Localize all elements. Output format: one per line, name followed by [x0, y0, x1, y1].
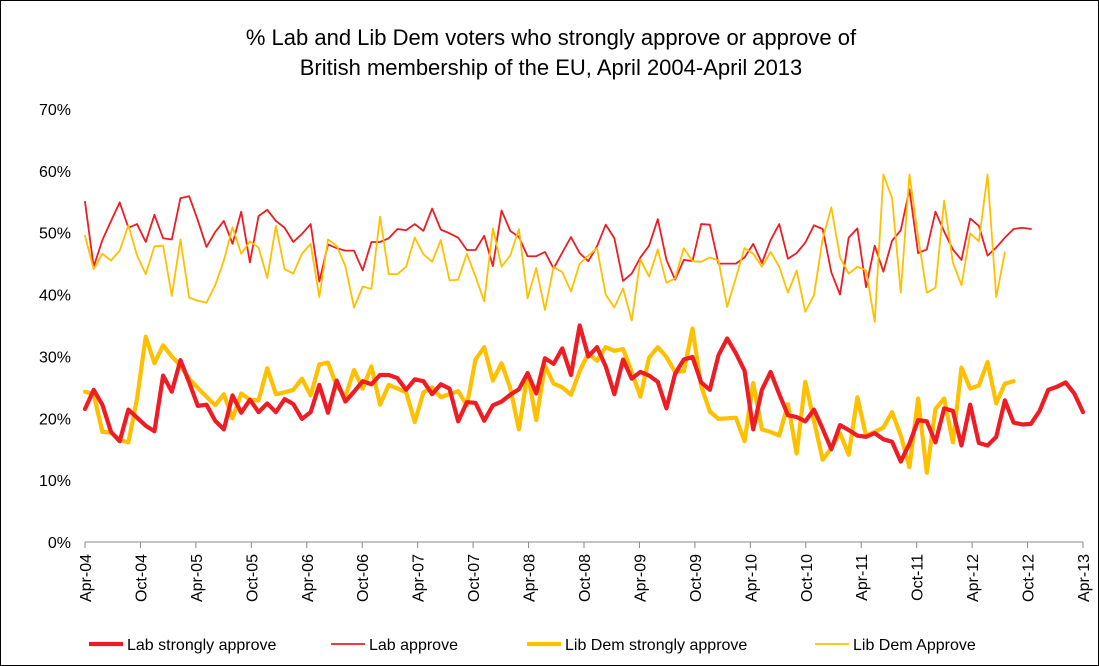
x-tick-label: Apr-07: [411, 554, 428, 602]
legend-label: Lab approve: [369, 637, 458, 654]
x-tick-label: Apr-05: [189, 554, 206, 602]
x-tick-label: Apr-12: [965, 554, 982, 602]
chart-title-line-2: British membership of the EU, April 2004…: [300, 55, 803, 80]
x-axis: Apr-04 Oct-04 Apr-05 Oct-05 Apr-06 Oct-06 Apr-…: [78, 541, 1093, 602]
x-tick-label: Apr-09: [632, 554, 649, 602]
y-tick-label: 0%: [48, 535, 71, 552]
chart-title-line-1: % Lab and Lib Dem voters who strongly ap…: [246, 25, 857, 50]
series-layer: [82, 173, 1086, 475]
y-tick-label: 20%: [39, 411, 71, 428]
legend-label: Lab strongly approve: [127, 637, 277, 654]
y-axis-ticks: 0% 10% 20% 30% 40% 50% 60% 70%: [39, 102, 71, 552]
x-tick-label: Apr-06: [300, 554, 317, 602]
y-tick-label: 40%: [39, 288, 71, 305]
x-tick-label: Oct-05: [244, 554, 261, 602]
series-line-lib-dem-approve: [84, 173, 1006, 323]
series-line-lib-dem-strongly-approve: [82, 326, 1016, 475]
x-tick-label: Oct-10: [799, 554, 816, 602]
legend: Lab strongly approve Lab approve Lib Dem s…: [89, 637, 976, 654]
y-tick-label: 10%: [39, 473, 71, 490]
series-line-lab-strongly-approve: [82, 323, 1086, 464]
x-tick-label: Apr-10: [743, 554, 760, 602]
legend-label: Lib Dem strongly approve: [565, 637, 747, 654]
x-tick-label: Oct-09: [688, 554, 705, 602]
x-tick-label: Oct-12: [1021, 554, 1038, 602]
x-tick-label: Apr-13: [1076, 554, 1093, 602]
x-tick-label: Oct-06: [355, 554, 372, 602]
legend-label: Lib Dem Approve: [853, 637, 976, 654]
x-tick-label: Apr-11: [854, 554, 871, 601]
x-tick-label: Oct-04: [133, 554, 150, 602]
series-line-lab-approve: [84, 188, 1032, 296]
x-tick-label: Oct-07: [466, 554, 483, 602]
y-tick-label: 30%: [39, 349, 71, 366]
y-tick-label: 60%: [39, 164, 71, 181]
x-tick-label: Apr-04: [78, 554, 95, 602]
x-tick-label: Oct-08: [577, 554, 594, 602]
x-tick-label: Oct-11: [910, 554, 927, 601]
y-tick-label: 70%: [39, 102, 71, 119]
x-tick-label: Apr-08: [522, 554, 539, 602]
y-tick-label: 50%: [39, 226, 71, 243]
